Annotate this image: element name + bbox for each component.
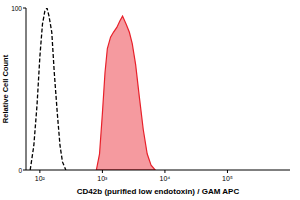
x-tick-label: 10² (35, 175, 46, 182)
x-tick-label: 10⁵ (222, 175, 233, 182)
x-axis (26, 170, 290, 171)
x-axis-label: CD42b (purified low endotoxin) / GAM APC (77, 187, 240, 196)
y-tick-label: 100 (11, 5, 22, 12)
chart: 10² 10³ 10⁴ 10⁵ 0 100 CD42b (purified low endo… (0, 0, 300, 200)
x-tick (227, 170, 228, 173)
y-tick-label: 0 (18, 167, 22, 174)
area-series (96, 16, 155, 170)
x-tick (39, 170, 40, 173)
x-tick (164, 170, 165, 173)
line-series (30, 8, 66, 170)
x-tick-label: 10⁴ (160, 175, 171, 182)
y-axis-label: Relative Cell Count (1, 54, 10, 123)
plot-data (30, 8, 155, 170)
x-tick-label: 10³ (97, 175, 108, 182)
y-axis (26, 8, 27, 170)
y-tick (23, 8, 26, 9)
x-tick (102, 170, 103, 173)
y-tick (23, 170, 26, 171)
